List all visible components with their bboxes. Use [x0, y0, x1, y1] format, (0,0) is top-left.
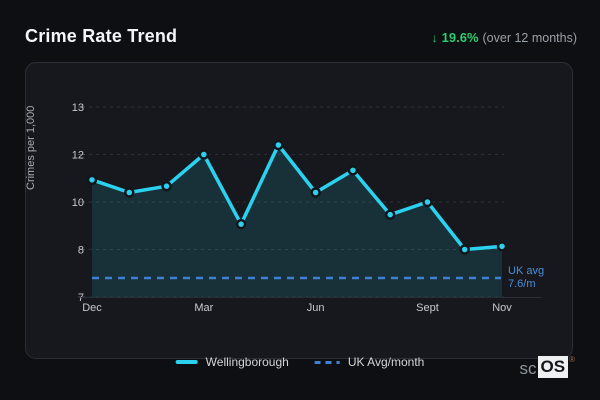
x-tick-label: Dec [82, 302, 102, 314]
data-point-marker[interactable] [86, 174, 98, 186]
logo-box: OS [537, 356, 569, 378]
data-point-marker[interactable] [459, 244, 470, 255]
data-point-marker[interactable] [310, 187, 321, 198]
uk-avg-annotation-line1: UK avg [508, 265, 544, 277]
trend-badge: ↓ 19.6% (over 12 months) [432, 30, 577, 45]
y-tick-label: 8 [78, 245, 84, 257]
area-fill [92, 145, 502, 297]
data-point-marker[interactable] [273, 139, 284, 151]
y-axis-title: Crimes per 1,000 [25, 105, 37, 191]
y-tick-label: 7 [78, 292, 84, 304]
down-arrow-icon: ↓ [431, 31, 438, 45]
data-point-marker[interactable] [496, 241, 508, 252]
data-point-marker[interactable] [235, 218, 247, 230]
data-point-marker[interactable] [347, 165, 359, 176]
legend-label: UK Avg/month [347, 355, 425, 369]
chart-card: 13 12 10 8 7 UK avg 7.6/m Dec Mar Jun Sept Nov [25, 62, 573, 359]
y-tick-label: 10 [72, 197, 84, 209]
x-tick-label: Mar [194, 302, 213, 314]
data-point-marker[interactable] [384, 209, 396, 220]
page-title: Crime Rate Trend [25, 26, 178, 46]
trend-caption: (over 12 months) [482, 31, 577, 45]
y-tick-label: 12 [72, 150, 84, 162]
x-tick-label: Sept [416, 302, 439, 314]
chart-legend: Wellingborough UK Avg/month [175, 355, 425, 369]
x-tick-label: Nov [492, 302, 512, 314]
data-point-marker[interactable] [422, 196, 433, 208]
legend-item-uk-avg[interactable]: UK Avg/month [314, 355, 425, 369]
data-point-marker[interactable] [124, 187, 135, 198]
trend-value: 19.6% [441, 30, 479, 45]
data-point-marker[interactable] [198, 149, 210, 160]
logo-prefix: sc [519, 359, 537, 378]
x-tick-label: Jun [307, 302, 325, 314]
line-swatch-icon [175, 360, 198, 364]
legend-label: Wellingborough [205, 355, 289, 369]
legend-item-wellingborough[interactable]: Wellingborough [175, 355, 289, 369]
uk-avg-annotation-line2: 7.6/m [508, 278, 536, 290]
scos-logo: sc OS ® [520, 356, 575, 380]
dashed-line-swatch-icon [314, 360, 340, 364]
registered-mark-icon: ® [569, 355, 575, 364]
data-point-marker[interactable] [161, 180, 172, 192]
y-tick-label: 13 [72, 102, 84, 114]
trend-line [90, 143, 504, 252]
